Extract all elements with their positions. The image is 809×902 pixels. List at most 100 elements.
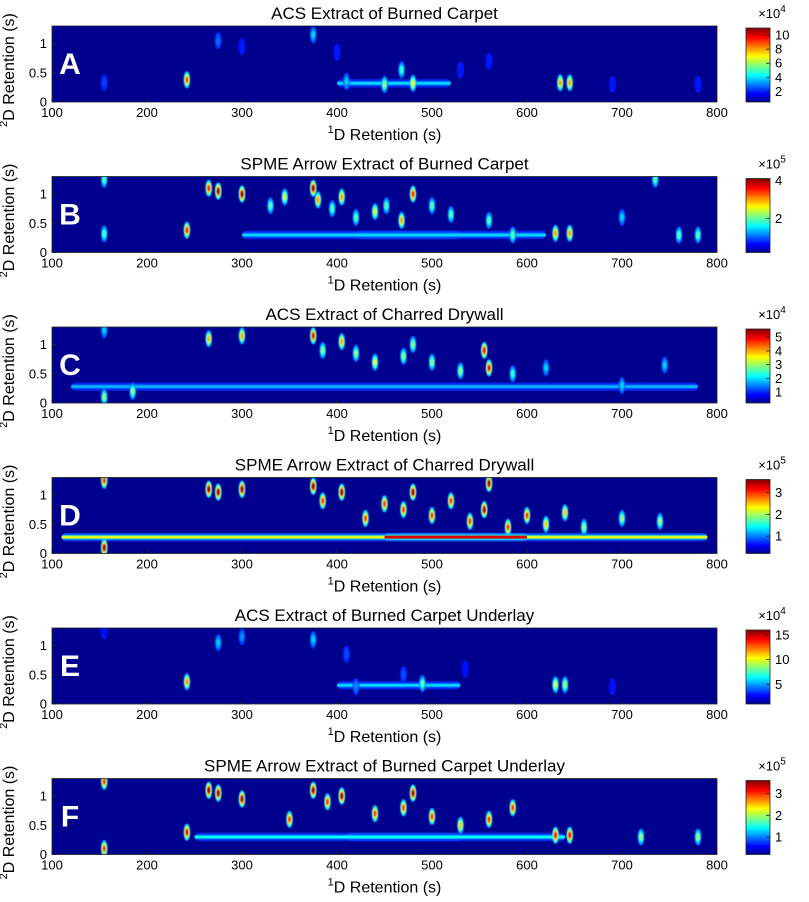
- panel-letter: B: [59, 199, 81, 232]
- y-axis-label: 2D Retention (s): [0, 13, 18, 127]
- peak-mark: [480, 341, 488, 359]
- peak-mark: [324, 793, 331, 811]
- peak-mark: [100, 74, 108, 92]
- peak-mark: [485, 52, 493, 70]
- ridge-mark: [71, 385, 698, 389]
- peak-mark: [183, 71, 191, 89]
- x-axis-label: 1D Retention (s): [328, 275, 442, 295]
- y-tick-label: 0: [40, 95, 47, 110]
- y-axis-label: 2D Retention (s): [0, 766, 18, 880]
- x-tick-label: 800: [706, 105, 728, 120]
- peak-mark: [566, 826, 574, 844]
- peak-mark: [309, 327, 317, 345]
- x-tick-label: 100: [41, 557, 63, 572]
- y-axis-label: 2D Retention (s): [0, 615, 18, 729]
- heatmap-marks: [71, 327, 698, 403]
- colorbar-tick-label: 8: [775, 42, 782, 57]
- colorbar: [745, 27, 771, 103]
- peak-mark: [238, 628, 246, 646]
- colorbar-tick-label: 2: [775, 371, 782, 386]
- peak-mark: [214, 182, 222, 200]
- x-tick-label: 600: [516, 105, 538, 120]
- y-tick-label: 1: [40, 337, 47, 352]
- x-tick-label: 200: [136, 105, 158, 120]
- panel-title: ACS Extract of Burned Carpet Underlay: [235, 606, 535, 625]
- y-tick-label: 0.5: [29, 667, 47, 682]
- colorbar: [745, 328, 771, 404]
- x-tick-label: 400: [326, 707, 348, 722]
- x-tick-label: 300: [231, 858, 253, 873]
- panel-title: SPME Arrow Extract of Charred Drywall: [235, 456, 534, 475]
- peak-mark: [309, 179, 317, 197]
- peak-mark: [509, 365, 517, 383]
- panel-title: SPME Arrow Extract of Burned Carpet: [240, 155, 528, 174]
- x-tick-label: 800: [706, 557, 728, 572]
- peak-mark: [566, 74, 574, 92]
- peak-mark: [214, 483, 222, 501]
- colorbar-exponent: ×105: [758, 456, 786, 473]
- x-axis-label: 1D Retention (s): [328, 877, 442, 897]
- x-tick-label: 700: [611, 557, 633, 572]
- peak-mark: [409, 784, 417, 802]
- peak-mark: [398, 211, 405, 229]
- heatmap-background: [52, 477, 717, 554]
- peak-mark: [371, 805, 379, 823]
- panel-letter: C: [59, 349, 81, 382]
- x-tick-label: 500: [421, 557, 443, 572]
- peak-mark: [267, 197, 274, 215]
- colorbar-tick-label: 4: [775, 70, 782, 85]
- peak-mark: [314, 191, 322, 209]
- peak-mark: [338, 787, 346, 805]
- colorbar-tick-label: 10: [775, 652, 789, 667]
- peak-mark: [352, 208, 360, 226]
- colorbar-tick-label: 1: [775, 830, 782, 845]
- peak-mark: [381, 495, 388, 513]
- x-tick-label: 300: [231, 406, 253, 421]
- peak-mark: [561, 504, 569, 522]
- y-axis-label: 2D Retention (s): [0, 164, 18, 278]
- peak-mark: [509, 799, 517, 817]
- peak-mark: [694, 828, 702, 846]
- plot-frame: [51, 627, 718, 705]
- peak-mark: [309, 631, 317, 649]
- x-tick-label: 700: [611, 406, 633, 421]
- peak-mark: [542, 515, 550, 533]
- colorbar-tick-label: 1: [775, 529, 782, 544]
- peak-mark: [328, 200, 336, 218]
- ridge-mark: [194, 835, 565, 839]
- peak-mark: [286, 810, 293, 828]
- y-axis-label: 2D Retention (s): [0, 465, 18, 579]
- peak-mark: [552, 224, 559, 242]
- x-tick-label: 100: [41, 707, 63, 722]
- ridge-mark: [242, 233, 546, 237]
- peak-mark: [552, 826, 559, 844]
- y-tick-label: 1: [40, 187, 47, 202]
- plot-frame: [51, 25, 718, 103]
- panel-letter: F: [61, 801, 79, 834]
- y-tick-label: 1: [40, 488, 47, 503]
- peak-mark: [447, 206, 455, 223]
- colorbar-tick-label: 2: [775, 84, 782, 99]
- peak-mark: [238, 790, 246, 808]
- peak-mark: [656, 512, 664, 530]
- x-tick-label: 500: [421, 256, 443, 271]
- x-tick-label: 700: [611, 858, 633, 873]
- y-tick-label: 0: [40, 847, 47, 862]
- x-tick-label: 800: [706, 256, 728, 271]
- colorbar-tick-label: 3: [775, 357, 782, 372]
- peak-mark: [466, 512, 474, 530]
- x-tick-label: 600: [516, 858, 538, 873]
- peak-mark: [281, 188, 289, 206]
- peak-mark: [309, 26, 317, 44]
- plot-frame: [51, 778, 718, 855]
- colorbar-tick-label: 6: [775, 56, 782, 71]
- peak-mark: [509, 226, 517, 244]
- peak-mark: [400, 666, 407, 684]
- peak-mark: [398, 61, 405, 79]
- peak-mark: [371, 353, 379, 371]
- x-tick-label: 200: [136, 858, 158, 873]
- heatmap-background: [52, 778, 717, 855]
- peak-mark: [504, 518, 512, 536]
- colorbar-tick-label: 2: [775, 507, 782, 522]
